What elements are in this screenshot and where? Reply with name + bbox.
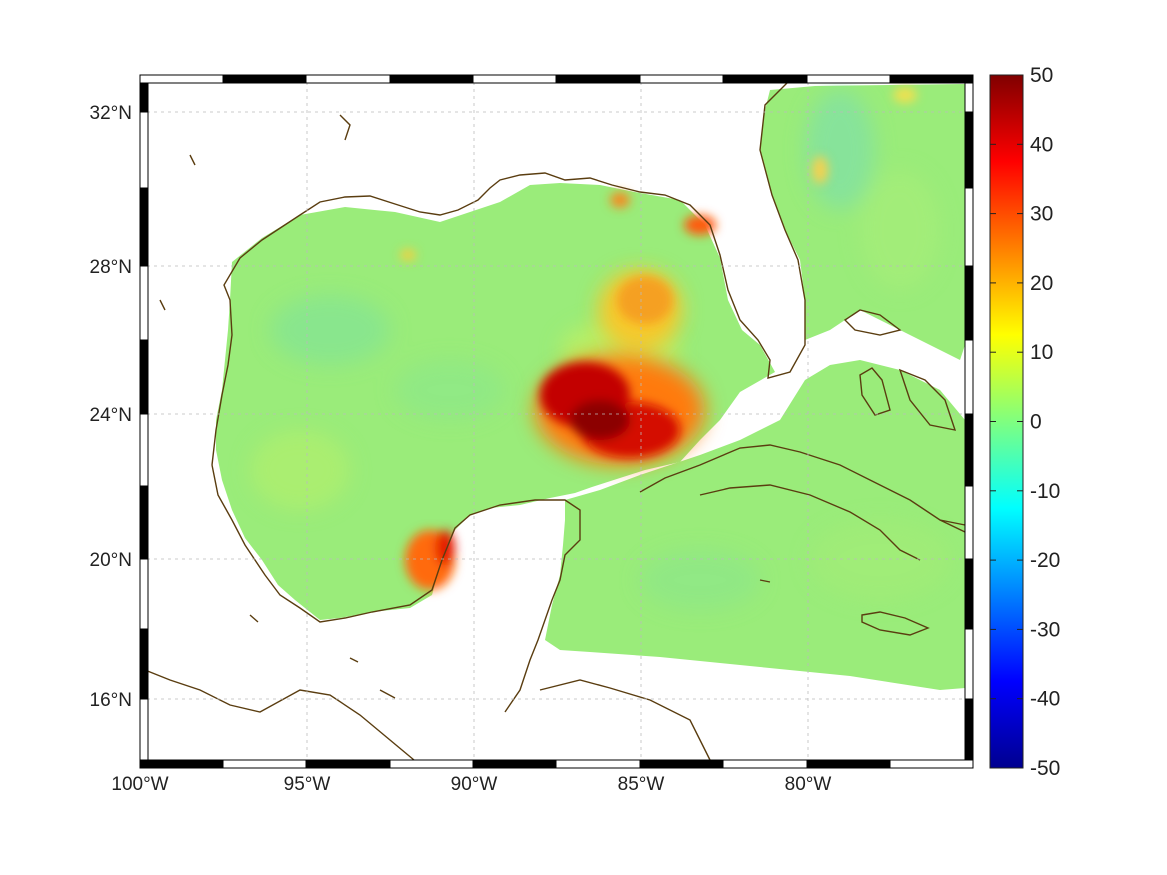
lon-label: 85°W xyxy=(618,774,665,795)
caribbean-ocean-field xyxy=(545,360,965,690)
bahamas-coast xyxy=(843,309,957,431)
lat-label: 20°N xyxy=(90,550,132,571)
gridlines xyxy=(140,75,973,768)
central-america-coast xyxy=(140,667,421,766)
colorbar-tick-label: -40 xyxy=(1030,688,1060,711)
lat-axis-labels: 32°N 28°N 24°N 20°N 16°N xyxy=(90,103,132,711)
colorbar-ticks xyxy=(990,74,1023,769)
lat-label: 16°N xyxy=(90,690,132,711)
honduras-coast xyxy=(539,679,711,761)
lon-axis-labels: 100°W 95°W 90°W 85°W 80°W xyxy=(111,774,831,795)
colorbar-tick-label: 10 xyxy=(1030,341,1053,364)
colorbar-tick-label: -10 xyxy=(1030,480,1060,503)
us-gulf-coast xyxy=(211,75,816,466)
colorbar-tick-label: 40 xyxy=(1030,133,1053,156)
colorbar-tick-labels: 50 40 30 20 10 0 -10 -20 -30 -40 -50 xyxy=(1030,64,1060,780)
warm-anomaly-core xyxy=(400,87,917,590)
colorbar: 50 40 30 20 10 0 -10 -20 -30 -40 -50 xyxy=(989,64,1060,780)
island-specks xyxy=(159,114,771,699)
colorbar-tick-label: -20 xyxy=(1030,549,1060,572)
map-frame xyxy=(139,74,974,769)
mexico-coast xyxy=(211,464,581,713)
lon-label: 80°W xyxy=(785,774,832,795)
colorbar-tick-label: -30 xyxy=(1030,618,1060,641)
colorbar-tick-label: 50 xyxy=(1030,64,1053,87)
lat-label: 28°N xyxy=(90,257,132,278)
colorbar-tick-label: 0 xyxy=(1030,411,1042,434)
lat-label: 32°N xyxy=(90,103,132,124)
hispaniola-coast xyxy=(939,519,966,526)
colorbar-tick-label: 30 xyxy=(1030,203,1053,226)
coastlines xyxy=(140,75,966,766)
lon-label: 90°W xyxy=(451,774,498,795)
data-field xyxy=(140,75,966,766)
colorbar-tick-label: 20 xyxy=(1030,272,1053,295)
lon-label: 100°W xyxy=(111,774,168,795)
map-panel: 100°W 95°W 90°W 85°W 80°W 32°N 28°N 24°N… xyxy=(90,74,974,795)
cuba-coast xyxy=(639,444,966,561)
jamaica-coast xyxy=(861,611,930,636)
lat-label: 24°N xyxy=(90,405,132,426)
colorbar-tick-label: -50 xyxy=(1030,757,1060,780)
lon-label: 95°W xyxy=(284,774,331,795)
